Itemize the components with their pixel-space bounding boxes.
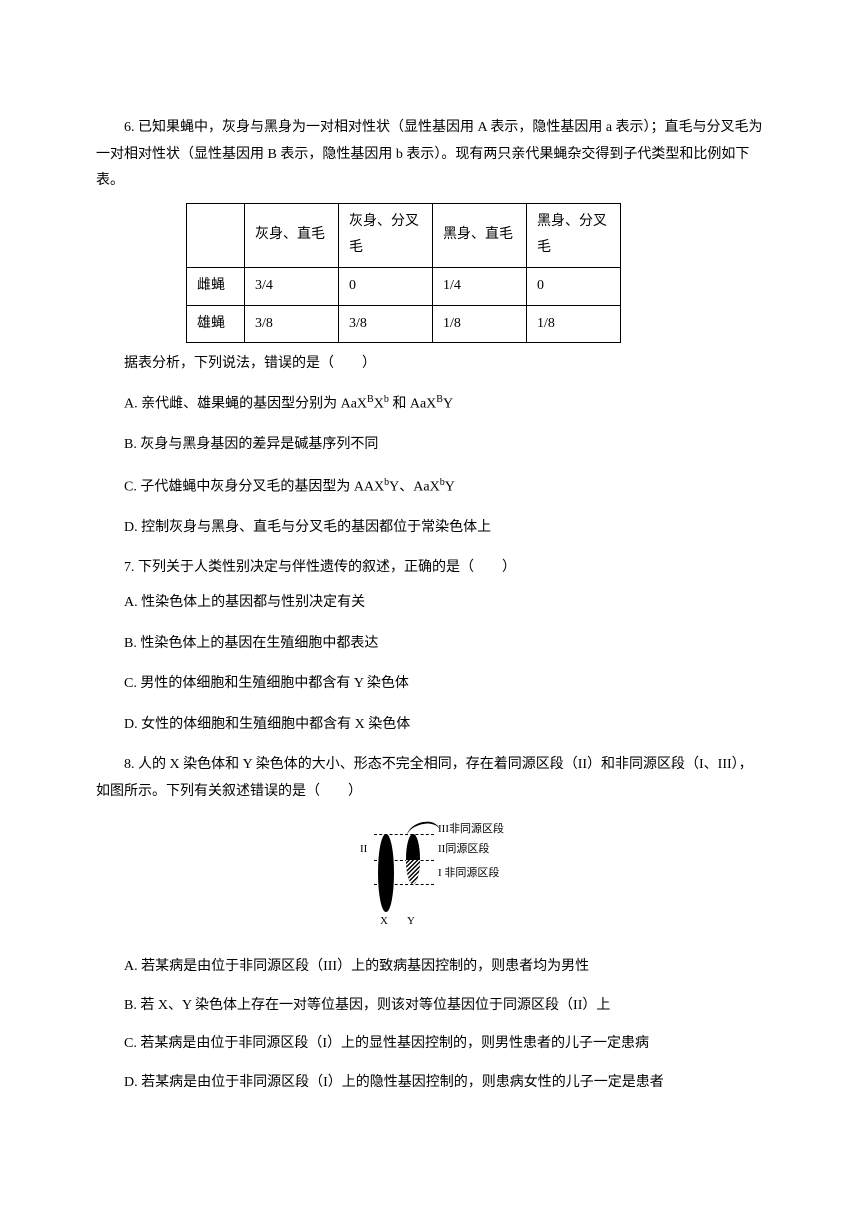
q6-prompt: 据表分析，下列说法，错误的是（ ）	[96, 351, 764, 378]
cell: 0	[339, 267, 433, 305]
label-ii-left: II	[360, 844, 367, 855]
q6-option-a: A. 亲代雌、雄果蝇的基因型分别为 AaXBXb 和 AaXBY	[96, 390, 764, 418]
q6-option-d: D. 控制灰身与黑身、直毛与分叉毛的基因都位于常染色体上	[96, 515, 764, 542]
cell: 3/4	[245, 267, 339, 305]
question-6: 6. 已知果蝇中，灰身与黑身为一对相对性状（显性基因用 A 表示，隐性基因用 a…	[96, 115, 764, 541]
table-row: 灰身、直毛 灰身、分叉毛 黑身、直毛 黑身、分叉毛	[187, 203, 621, 267]
q7-option-c: C. 男性的体细胞和生殖细胞中都含有 Y 染色体	[96, 671, 764, 698]
text: Y	[445, 479, 455, 494]
cell: 0	[527, 267, 621, 305]
sup: B	[436, 394, 443, 405]
cell: 雌蝇	[187, 267, 245, 305]
q7-option-b: B. 性染色体上的基因在生殖细胞中都表达	[96, 631, 764, 658]
q6-intro: 6. 已知果蝇中，灰身与黑身为一对相对性状（显性基因用 A 表示，隐性基因用 a…	[96, 115, 764, 195]
cell	[187, 203, 245, 267]
cell: 灰身、分叉毛	[339, 203, 433, 267]
question-8: 8. 人的 X 染色体和 Y 染色体的大小、形态不完全相同，存在着同源区段（II…	[96, 752, 764, 1096]
q8-intro: 8. 人的 X 染色体和 Y 染色体的大小、形态不完全相同，存在着同源区段（II…	[96, 752, 764, 805]
text: A. 亲代雌、雄果蝇的基因型分别为 AaX	[124, 396, 367, 411]
q8-option-d: D. 若某病是由位于非同源区段（I）上的隐性基因控制的，则患病女性的儿子一定是患…	[96, 1070, 764, 1097]
text: C. 子代雄蝇中灰身分叉毛的基因型为 AAX	[124, 479, 384, 494]
text: D. 若某病是由位于非同源区段（I）上的隐性基因控制的，则患病女性的儿子一定是患…	[124, 1075, 664, 1090]
question-7: 7. 下列关于人类性别决定与伴性遗传的叙述，正确的是（ ） A. 性染色体上的基…	[96, 555, 764, 738]
q7-option-a: A. 性染色体上的基因都与性别决定有关	[96, 590, 764, 617]
q6-option-c: C. 子代雄蝇中灰身分叉毛的基因型为 AAXbY、AaXbY	[96, 473, 764, 501]
q8-diagram: II III非同源区段 II同源区段 I 非同源区段 X Y	[96, 816, 764, 937]
x-chromosome-shape	[378, 834, 394, 912]
chromosome-figure: II III非同源区段 II同源区段 I 非同源区段 X Y	[330, 816, 530, 926]
label-y: Y	[407, 916, 415, 927]
label-i: I 非同源区段	[438, 868, 499, 879]
text: Y、AaX	[389, 479, 440, 494]
y-chromosome-shape	[406, 834, 420, 884]
q6-table: 灰身、直毛 灰身、分叉毛 黑身、直毛 黑身、分叉毛 雌蝇 3/4 0 1/4 0…	[186, 203, 621, 343]
table-row: 雄蝇 3/8 3/8 1/8 1/8	[187, 305, 621, 343]
text: X	[374, 396, 384, 411]
cell: 1/8	[527, 305, 621, 343]
sup: B	[367, 394, 374, 405]
q8-option-b: B. 若 X、Y 染色体上存在一对等位基因，则该对等位基因位于同源区段（II）上	[96, 993, 764, 1020]
cell: 1/4	[433, 267, 527, 305]
cell: 3/8	[339, 305, 433, 343]
cell: 3/8	[245, 305, 339, 343]
q8-option-c: C. 若某病是由位于非同源区段（I）上的显性基因控制的，则男性患者的儿子一定患病	[96, 1031, 764, 1058]
label-ii-right: II同源区段	[438, 844, 489, 855]
table-row: 雌蝇 3/4 0 1/4 0	[187, 267, 621, 305]
cell: 灰身、直毛	[245, 203, 339, 267]
q6-option-b: B. 灰身与黑身基因的差异是碱基序列不同	[96, 432, 764, 459]
text: Y	[443, 396, 453, 411]
cell: 雄蝇	[187, 305, 245, 343]
label-x: X	[380, 916, 388, 927]
q7-intro: 7. 下列关于人类性别决定与伴性遗传的叙述，正确的是（ ）	[96, 555, 764, 582]
cell: 黑身、分叉毛	[527, 203, 621, 267]
q8-option-a: A. 若某病是由位于非同源区段（III）上的致病基因控制的，则患者均为男性	[96, 954, 764, 981]
label-iii: III非同源区段	[438, 824, 504, 835]
cell: 1/8	[433, 305, 527, 343]
text: 和 AaX	[389, 396, 436, 411]
cell: 黑身、直毛	[433, 203, 527, 267]
q7-option-d: D. 女性的体细胞和生殖细胞中都含有 X 染色体	[96, 712, 764, 739]
